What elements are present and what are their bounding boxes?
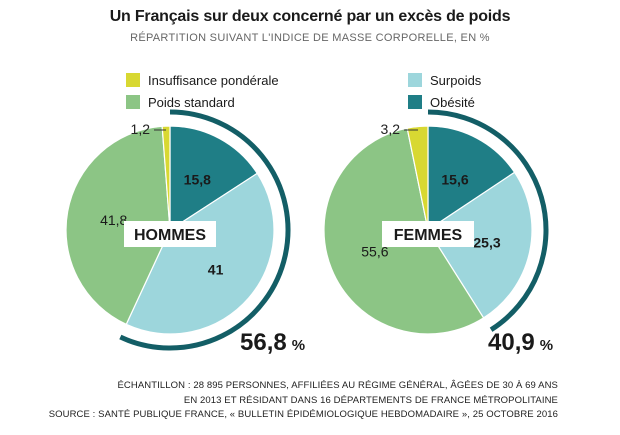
legend-left: Insuffisance pondérale Poids standard xyxy=(126,70,279,114)
slice-hommes-obesite xyxy=(169,125,259,232)
total-excess-unit-hommes: % xyxy=(292,337,305,354)
footer-source: SOURCE : SANTÉ PUBLIQUE FRANCE, « BULLET… xyxy=(48,409,558,420)
footer-sample-line1: ÉCHANTILLON : 28 895 PERSONNES, AFFILIÉE… xyxy=(117,380,558,391)
slice-label-femmes-insuffisance-ponderale: 3,2 xyxy=(381,121,401,137)
slice-label-hommes-poids-standard: 41,8 xyxy=(100,212,127,228)
slice-hommes-insuffisance-ponderale xyxy=(161,125,171,231)
total-excess-value-femmes: 40,9 xyxy=(488,329,535,356)
group-label-femmes: FEMMES xyxy=(394,227,463,244)
slice-hommes-surpoids xyxy=(125,172,275,335)
center-badge-hommes xyxy=(124,221,216,247)
slice-label-hommes-obesite: 15,8 xyxy=(184,172,211,188)
slice-label-hommes-surpoids: 41 xyxy=(208,262,224,278)
legend-label-standard: Poids standard xyxy=(148,94,235,110)
footer-sample-line2: EN 2013 ET RÉSIDANT DANS 16 DÉPARTEMENTS… xyxy=(183,394,558,406)
slice-label-femmes-surpoids: 25,3 xyxy=(473,235,500,251)
footer-notes: ÉCHANTILLON : 28 895 PERSONNES, AFFILIÉE… xyxy=(49,379,558,423)
slice-femmes-obesite xyxy=(427,125,516,232)
group-label-hommes: HOMMES xyxy=(134,227,206,244)
legend-swatch-obesite xyxy=(408,95,422,109)
slice-femmes-surpoids xyxy=(427,171,533,319)
chart-title: Un Français sur deux concerné par un exc… xyxy=(109,8,511,25)
legend-swatch-standard xyxy=(126,95,140,109)
excess-arc-hommes xyxy=(119,109,291,351)
slice-hommes-poids-standard xyxy=(65,125,171,326)
total-excess-unit-femmes: % xyxy=(540,337,553,354)
legend-swatch-insuffisance xyxy=(126,73,140,87)
legend-right: Surpoids Obésité xyxy=(408,70,481,114)
center-badge-femmes xyxy=(382,221,474,247)
legend-item-standard: Poids standard xyxy=(126,92,279,112)
total-excess-value-hommes: 56,8 xyxy=(240,329,287,356)
total-excess-femmes: 40,9% xyxy=(488,329,553,356)
slice-label-hommes-insuffisance-ponderale: 1,2 xyxy=(131,121,151,137)
legend-swatch-surpoids xyxy=(408,73,422,87)
legend-item-insuffisance: Insuffisance pondérale xyxy=(126,70,279,90)
legend-item-obesite: Obésité xyxy=(408,92,481,112)
total-excess-hommes: 56,8% xyxy=(240,329,305,356)
chart-subtitle: RÉPARTITION SUIVANT L'INDICE DE MASSE CO… xyxy=(130,32,490,44)
slice-femmes-insuffisance-ponderale xyxy=(406,125,429,231)
slice-label-femmes-obesite: 15,6 xyxy=(441,172,468,188)
excess-arc-femmes xyxy=(427,109,549,332)
legend-label-obesite: Obésité xyxy=(430,94,475,110)
slice-label-femmes-poids-standard: 55,6 xyxy=(361,243,388,259)
legend-label-insuffisance: Insuffisance pondérale xyxy=(148,72,279,88)
legend-label-surpoids: Surpoids xyxy=(430,72,482,88)
legend-item-surpoids: Surpoids xyxy=(408,70,481,90)
